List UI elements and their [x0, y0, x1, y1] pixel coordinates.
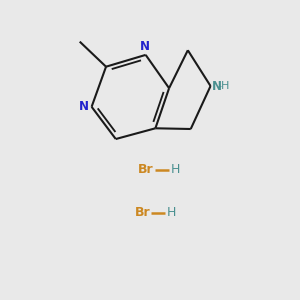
Text: Br: Br — [138, 164, 154, 176]
Text: N: N — [79, 100, 89, 113]
Text: H: H — [167, 206, 176, 219]
Text: N: N — [140, 40, 150, 52]
Text: N: N — [212, 80, 221, 92]
Text: Br: Br — [135, 206, 150, 219]
Text: -H: -H — [217, 81, 230, 91]
Text: H: H — [170, 164, 180, 176]
